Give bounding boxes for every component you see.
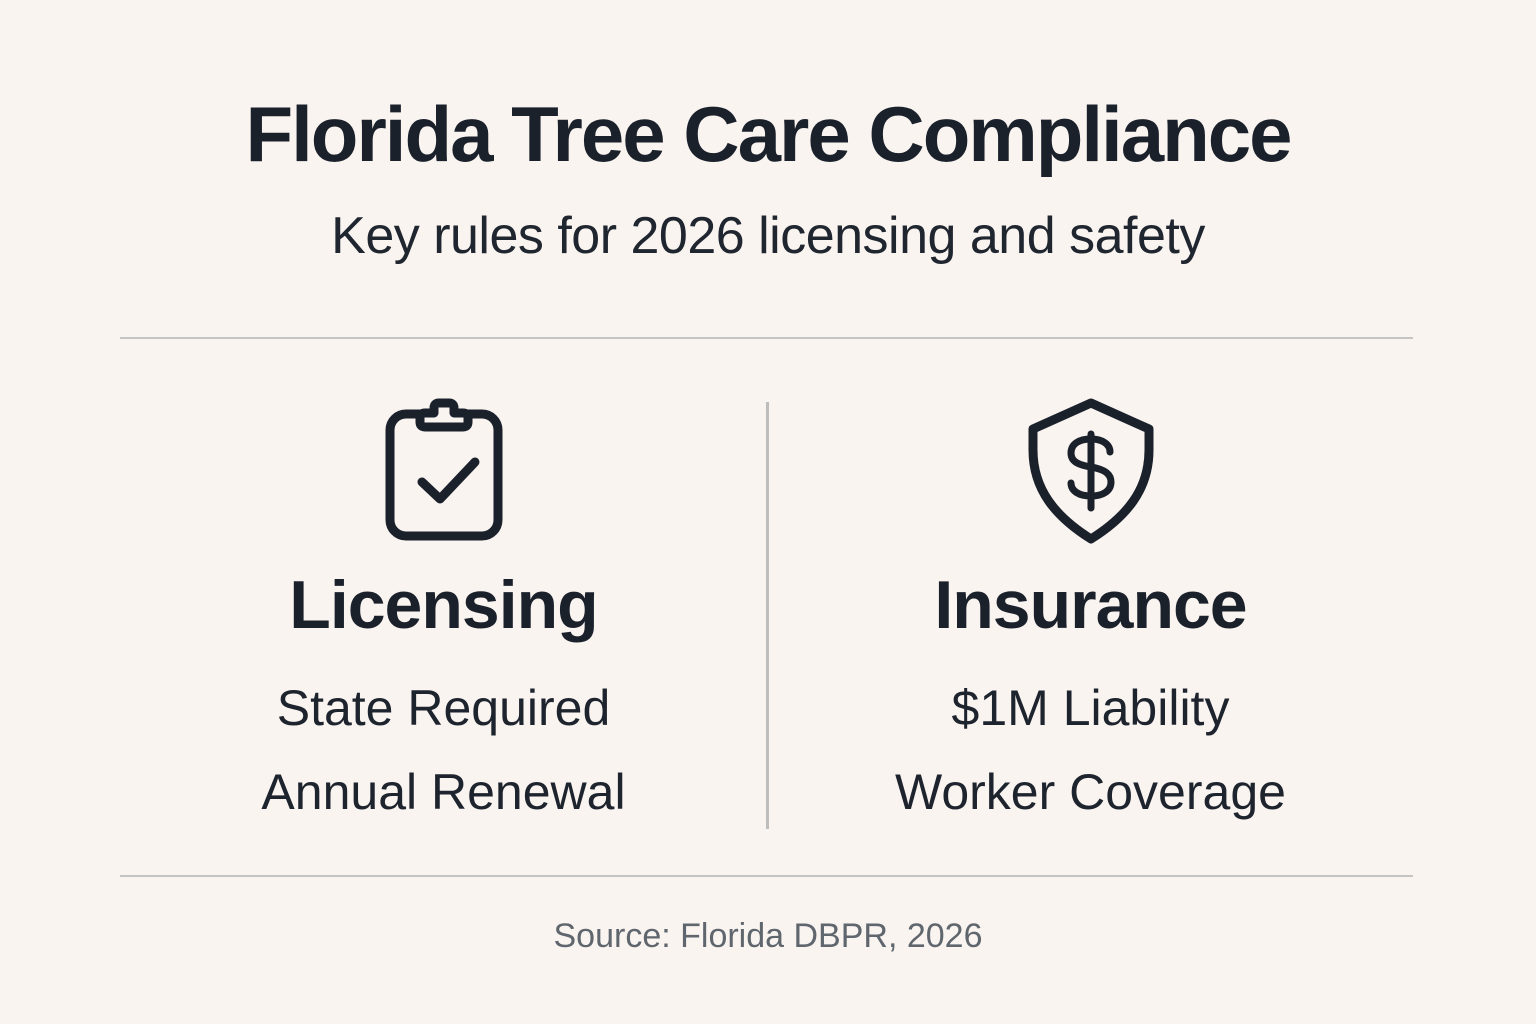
column-divider [766, 402, 769, 829]
clipboard-check-icon [385, 398, 502, 541]
shield-dollar-icon [1028, 398, 1153, 544]
page-subtitle: Key rules for 2026 licensing and safety [331, 207, 1205, 265]
column-line: State Required [276, 680, 611, 736]
column-line: Worker Coverage [895, 764, 1286, 820]
source-attribution: Source: Florida DBPR, 2026 [553, 917, 983, 955]
insurance-details: $1M Liability Worker Coverage [895, 666, 1286, 834]
licensing-icon-wrap [382, 398, 506, 544]
page-title: Florida Tree Care Compliance [245, 90, 1292, 178]
column-line: Annual Renewal [261, 764, 626, 820]
licensing-heading: Licensing [289, 567, 598, 643]
top-divider [120, 337, 1413, 339]
insurance-icon-wrap [1025, 398, 1157, 544]
insurance-column: Insurance $1M Liability Worker Coverage [767, 398, 1414, 834]
insurance-heading: Insurance [934, 567, 1247, 643]
licensing-column: Licensing State Required Annual Renewal [120, 398, 767, 834]
licensing-details: State Required Annual Renewal [261, 666, 625, 834]
column-line: $1M Liability [951, 680, 1230, 736]
columns-section: Licensing State Required Annual Renewal … [120, 398, 1414, 834]
bottom-divider [120, 875, 1413, 877]
